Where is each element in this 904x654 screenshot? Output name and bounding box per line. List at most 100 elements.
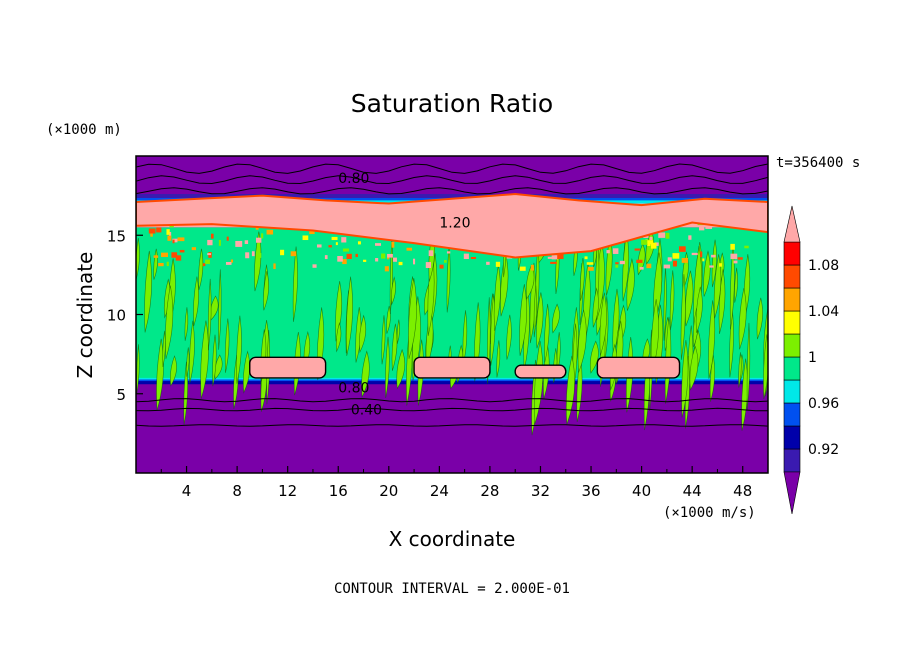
plume-streak: [218, 269, 222, 350]
x-tick-label: 16: [329, 482, 348, 500]
speckle-cell: [290, 251, 297, 257]
x-tick-label: 24: [430, 482, 449, 500]
speckle-cell: [412, 258, 416, 265]
colorbar-box: [783, 264, 801, 289]
x-axis-unit: (×1000 m/s): [663, 505, 756, 521]
x-tick-label: 36: [581, 482, 600, 500]
plume-streak: [165, 285, 174, 359]
speckle-cell: [342, 259, 347, 265]
base-supersaturated-patch: [596, 356, 681, 379]
speckle-cell: [737, 257, 743, 260]
speckle-cell: [179, 249, 185, 253]
speckle-cell: [700, 251, 703, 258]
speckle-cell: [612, 248, 619, 254]
colorbar-box: [783, 379, 801, 404]
speckle-cell: [166, 229, 170, 235]
plume-streak: [695, 286, 703, 333]
speckle-cell: [191, 247, 197, 251]
x-tick-label: 44: [683, 482, 702, 500]
speckle-cell: [312, 264, 317, 268]
contour-line: [136, 398, 768, 403]
speckle-cell: [266, 229, 274, 235]
speckle-cell: [169, 224, 174, 228]
x-tick-label: 8: [232, 482, 242, 500]
speckle-cell: [355, 253, 358, 258]
speckle-cell: [665, 232, 670, 239]
plume-streak: [577, 309, 587, 373]
speckle-cell: [384, 266, 389, 272]
speckle-cell: [646, 263, 652, 269]
plume-streak: [411, 296, 421, 381]
speckle-cell: [324, 255, 328, 260]
speckle-cell: [166, 261, 169, 267]
plume-streak: [681, 340, 689, 418]
speckle-cell: [667, 257, 672, 262]
colorbar-tick-label: 1: [808, 350, 817, 366]
colorbar-tick-label: 0.96: [808, 396, 839, 412]
plume-streak: [385, 336, 390, 398]
plume-streak: [396, 348, 406, 390]
plume-streak: [224, 318, 230, 373]
speckle-cell: [153, 255, 159, 258]
speckle-cell: [702, 258, 705, 262]
contour-line: [136, 175, 768, 185]
speckle-cell: [606, 250, 610, 254]
plume-streak: [136, 237, 140, 281]
speckle-cell: [381, 253, 386, 259]
plume-streak: [386, 305, 391, 334]
colorbar-box: [783, 425, 801, 450]
speckle-cell: [530, 264, 534, 271]
y-tick-label: 10: [107, 307, 126, 325]
plume-streak: [162, 330, 166, 368]
plume-streak: [212, 334, 217, 387]
speckle-cell: [387, 253, 393, 258]
speckle-cell: [446, 251, 451, 254]
x-axis-label: X coordinate: [389, 527, 516, 551]
plume-streak: [236, 315, 242, 384]
plume-streak: [408, 278, 417, 359]
plume-streak: [680, 274, 686, 360]
plume-streak: [626, 257, 635, 311]
plume-streak: [144, 250, 152, 333]
plume-streak: [391, 276, 396, 306]
plume-streak: [533, 285, 537, 338]
speckle-cell: [470, 256, 477, 260]
speckle-cell: [663, 264, 671, 269]
contour-label: 0.80: [338, 171, 369, 187]
colorbar-box: [783, 333, 801, 358]
x-tick-label: 12: [278, 482, 297, 500]
speckle-cell: [346, 253, 352, 260]
speckle-cell: [177, 237, 185, 242]
plume-streak: [169, 355, 177, 387]
contour-line: [136, 163, 768, 174]
speckle-cell: [393, 257, 397, 262]
speckle-cell: [375, 258, 379, 262]
speckle-cell: [658, 232, 666, 238]
field-layer: [136, 156, 768, 473]
speckle-cell: [167, 235, 172, 241]
plume-streak: [335, 281, 343, 342]
plume-streak: [496, 340, 501, 378]
speckle-cell: [672, 253, 680, 259]
plume-streak: [589, 340, 599, 374]
speckle-cell: [557, 253, 564, 260]
plume-streak: [711, 239, 717, 288]
plume-streak: [207, 278, 212, 351]
speckle-cell: [711, 254, 716, 258]
speckle-cell: [551, 255, 559, 260]
speckle-cell: [255, 227, 259, 230]
speckle-cell: [615, 262, 619, 265]
speckle-cell: [175, 255, 182, 261]
x-tick-label: 48: [733, 482, 752, 500]
speckle-cell: [171, 252, 178, 258]
speckle-cell: [309, 230, 315, 235]
plume-streak: [552, 303, 560, 334]
transition-band: [136, 194, 768, 199]
speckle-cell: [148, 228, 156, 234]
speckle-cell: [211, 233, 214, 239]
speckle-cell: [226, 236, 229, 241]
speckle-cell: [649, 236, 653, 241]
plume-streak: [738, 352, 742, 388]
plume-streak: [396, 319, 400, 344]
